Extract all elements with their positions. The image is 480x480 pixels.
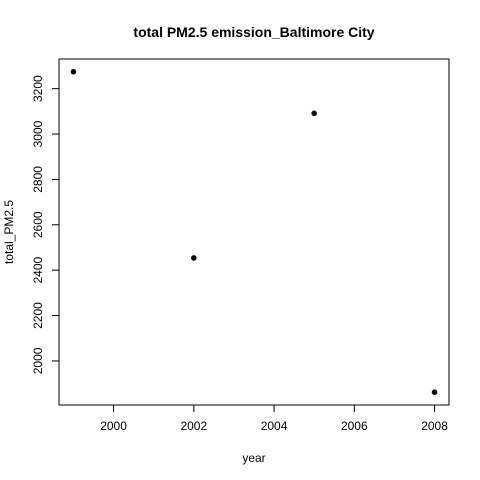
y-axis: 2000 2200 2400 2600 2800 3000 3200 <box>31 75 60 374</box>
y-tick-label: 2000 <box>31 347 45 374</box>
data-point <box>191 255 197 261</box>
plot-frame <box>58 58 450 406</box>
data-point <box>70 69 77 75</box>
y-axis-label: total_PM2.5 <box>2 200 16 264</box>
y-tick-label: 3200 <box>31 75 45 102</box>
chart-title: total PM2.5 emission_Baltimore City <box>133 24 374 40</box>
x-axis-label: year <box>242 451 265 465</box>
data-point <box>431 389 438 395</box>
x-tick-label: 2004 <box>261 419 288 433</box>
x-tick-label: 2006 <box>341 419 368 433</box>
y-tick-label: 2200 <box>31 302 45 329</box>
x-tick-label: 2008 <box>421 419 448 433</box>
y-tick-label: 2400 <box>31 257 45 284</box>
y-tick-label: 2600 <box>31 211 45 238</box>
x-tick-label: 2002 <box>180 419 207 433</box>
data-point <box>311 110 317 117</box>
data-points <box>70 69 438 395</box>
x-tick-label: 2000 <box>100 419 127 433</box>
y-tick-label: 2800 <box>31 166 45 193</box>
y-tick-label: 3000 <box>31 120 45 147</box>
x-axis: 2000 2002 2004 2006 2008 <box>100 404 448 433</box>
